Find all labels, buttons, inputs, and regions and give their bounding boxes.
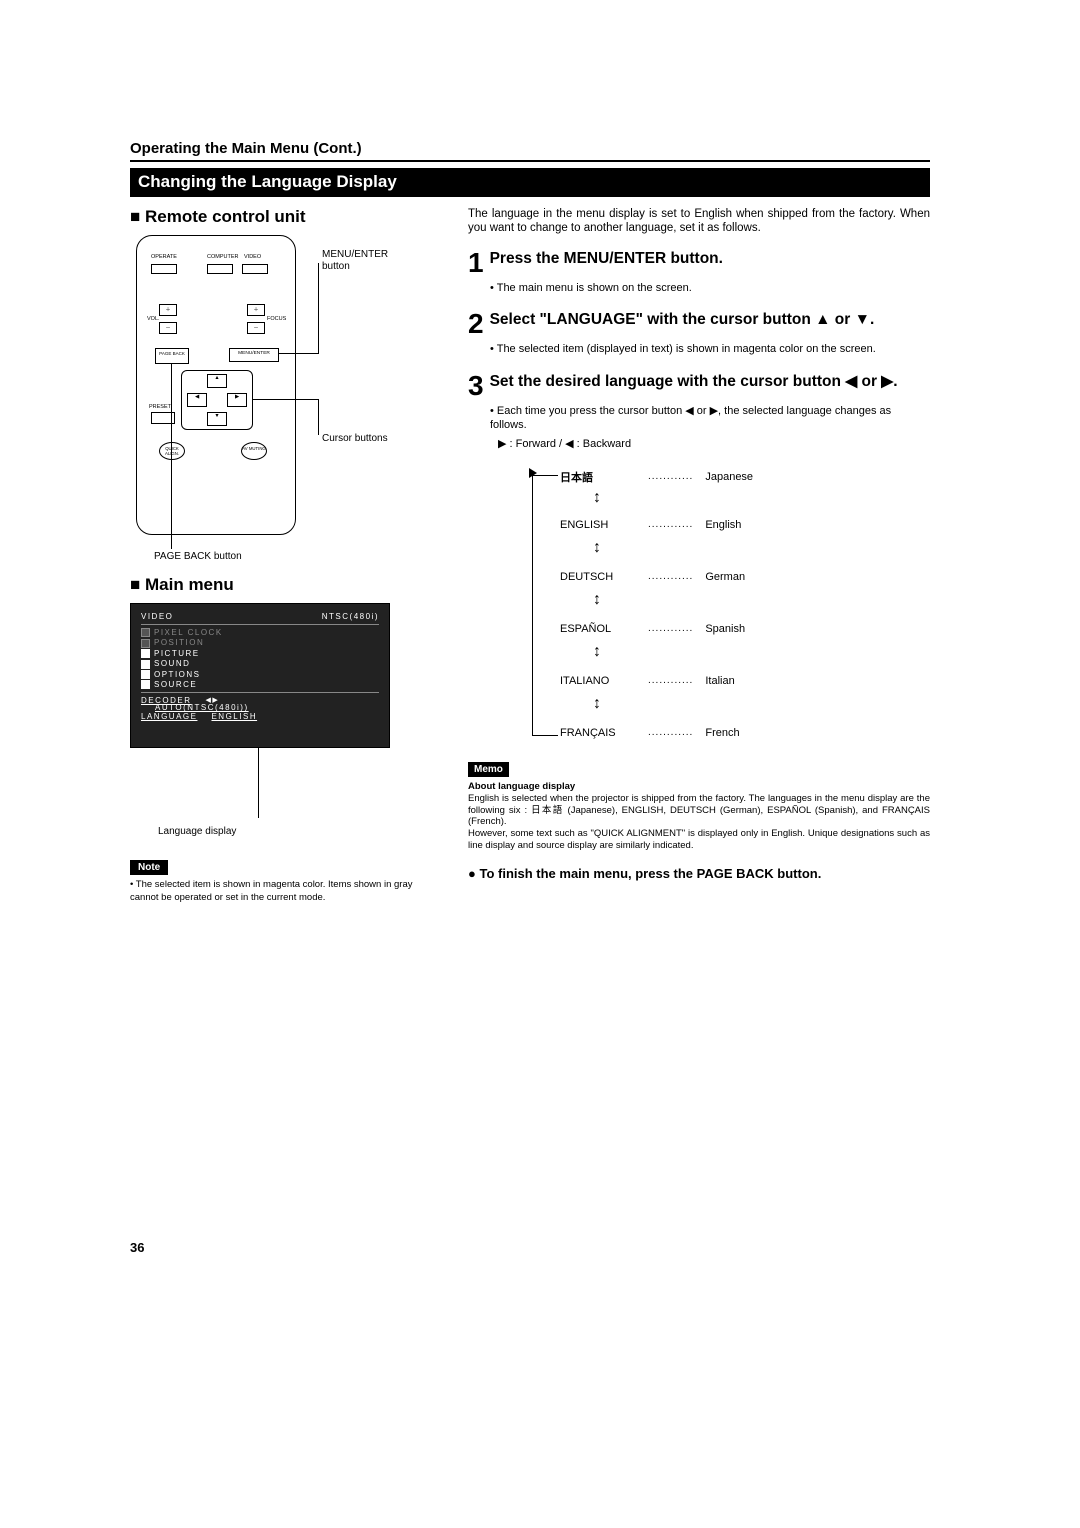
step-1-body: The main menu is shown on the screen. bbox=[490, 282, 692, 294]
menu-item-options: OPTIONS bbox=[141, 670, 379, 679]
av-muting-button: AV MUTING bbox=[241, 442, 267, 460]
lang-french: French bbox=[705, 727, 739, 739]
note-body: The selected item is shown in magenta co… bbox=[130, 879, 440, 904]
lang-german-native: DEUTSCH bbox=[560, 571, 636, 583]
page-back-button: PAGE BACK bbox=[155, 348, 189, 364]
lang-french-native: FRANÇAIS bbox=[560, 727, 636, 739]
menu-enter-button: MENU/ENTER bbox=[229, 348, 279, 362]
main-menu-panel: VIDEO NTSC(480i) PIXEL CLOCK POSITION PI… bbox=[130, 603, 390, 748]
cursor-callout: Cursor buttons bbox=[322, 433, 388, 444]
menu-item-picture: PICTURE bbox=[141, 649, 379, 658]
step-2-body: The selected item (displayed in text) is… bbox=[490, 343, 876, 355]
lang-spanish-native: ESPAÑOL bbox=[560, 623, 636, 635]
operate-label: OPERATE bbox=[151, 254, 177, 260]
lang-italian-native: ITALIANO bbox=[560, 675, 636, 687]
lang-spanish: Spanish bbox=[705, 623, 745, 635]
menu-enter-callout: MENU/ENTER button bbox=[322, 249, 412, 273]
menu-ntsc-label: NTSC(480i) bbox=[322, 612, 379, 621]
memo-text: English is selected when the projector i… bbox=[468, 793, 930, 852]
preset-label: PRESET bbox=[149, 404, 171, 410]
menu-item-pixel-clock: PIXEL CLOCK bbox=[141, 628, 379, 637]
step-3-title: Set the desired language with the cursor… bbox=[490, 373, 898, 398]
focus-label: FOCUS bbox=[267, 316, 286, 322]
menu-decoder-value: AUTO(NTSC(480i)) bbox=[155, 703, 249, 712]
note-tag: Note bbox=[130, 860, 168, 875]
lang-english-native: ENGLISH bbox=[560, 519, 636, 531]
memo-tag: Memo bbox=[468, 762, 509, 777]
vol-label: VOL. bbox=[147, 316, 160, 322]
menu-language-value: ENGLISH bbox=[211, 712, 257, 721]
step-3-body2: ▶ : Forward / ◀ : Backward bbox=[498, 437, 631, 451]
quick-align-button: QUICK ALIGN. bbox=[159, 442, 185, 460]
step-2-title: Select "LANGUAGE" with the cursor button… bbox=[490, 311, 875, 336]
memo-body: About language display English is select… bbox=[468, 781, 930, 852]
remote-heading: Remote control unit bbox=[130, 207, 440, 227]
memo-title: About language display bbox=[468, 781, 575, 792]
step-1-number: 1 bbox=[468, 250, 484, 275]
step-1-title: Press the MENU/ENTER button. bbox=[490, 250, 723, 275]
menu-item-position: POSITION bbox=[141, 638, 379, 647]
menu-video-label: VIDEO bbox=[141, 612, 173, 621]
intro-text: The language in the menu display is set … bbox=[468, 207, 930, 236]
menu-item-sound: SOUND bbox=[141, 659, 379, 668]
finish-instruction: To finish the main menu, press the PAGE … bbox=[468, 866, 930, 882]
lang-japanese-native: 日本語 bbox=[560, 469, 636, 485]
breadcrumb: Operating the Main Menu (Cont.) bbox=[130, 140, 930, 162]
page-back-callout: PAGE BACK button bbox=[154, 551, 242, 562]
main-menu-heading: Main menu bbox=[130, 575, 440, 595]
title-bar: Changing the Language Display bbox=[130, 168, 930, 197]
lang-english: English bbox=[705, 519, 741, 531]
step-3-body: Each time you press the cursor button ◀ … bbox=[490, 405, 891, 431]
computer-label: COMPUTER bbox=[207, 254, 238, 260]
step-2-number: 2 bbox=[468, 311, 484, 336]
step-3-number: 3 bbox=[468, 373, 484, 398]
language-display-caption: Language display bbox=[158, 826, 236, 837]
menu-language-label: LANGUAGE bbox=[141, 712, 197, 721]
video-label: VIDEO bbox=[244, 254, 261, 260]
lang-japanese: Japanese bbox=[705, 471, 753, 483]
page-number: 36 bbox=[130, 1240, 144, 1255]
lang-german: German bbox=[705, 571, 745, 583]
remote-diagram: OPERATE COMPUTER VIDEO ＋ － VOL. ＋ － FOCU… bbox=[136, 235, 440, 535]
lang-italian: Italian bbox=[705, 675, 734, 687]
language-cycle-diagram: 日本語............Japanese ↕ ENGLISH.......… bbox=[498, 467, 930, 747]
menu-item-source: SOURCE bbox=[141, 680, 379, 689]
